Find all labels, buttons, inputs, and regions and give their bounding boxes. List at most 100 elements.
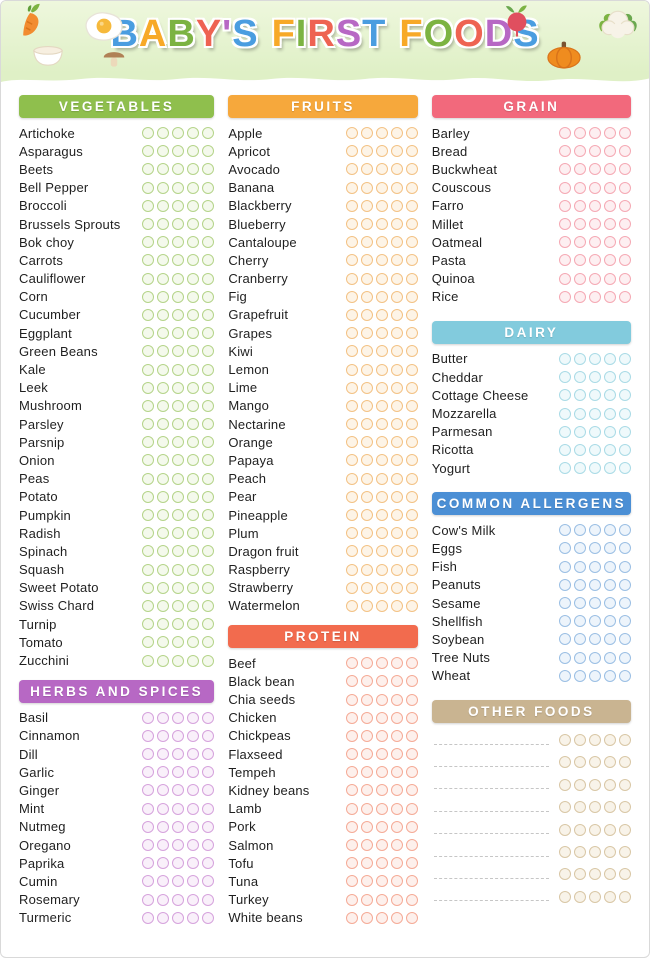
check-circle[interactable] — [574, 127, 586, 140]
check-circle[interactable] — [345, 345, 358, 358]
check-circle[interactable] — [142, 290, 155, 303]
check-circle[interactable] — [142, 436, 155, 449]
check-circle[interactable] — [559, 633, 571, 646]
check-circle[interactable] — [360, 490, 373, 503]
check-circle[interactable] — [202, 839, 215, 852]
check-circle[interactable] — [157, 308, 170, 321]
check-circle[interactable] — [360, 675, 373, 688]
check-circle[interactable] — [187, 509, 200, 522]
check-circle[interactable] — [142, 199, 155, 212]
check-circle[interactable] — [574, 254, 586, 267]
check-circle[interactable] — [172, 290, 185, 303]
check-circle[interactable] — [172, 711, 185, 724]
check-circle[interactable] — [157, 181, 170, 194]
check-circle[interactable] — [375, 839, 388, 852]
check-circle[interactable] — [405, 418, 418, 431]
check-circle[interactable] — [187, 127, 200, 140]
check-circle[interactable] — [559, 651, 571, 664]
check-circle[interactable] — [375, 199, 388, 212]
check-circle[interactable] — [405, 545, 418, 558]
check-circle[interactable] — [172, 145, 185, 158]
check-circle[interactable] — [172, 911, 185, 924]
check-circle[interactable] — [157, 327, 170, 340]
check-circle[interactable] — [202, 236, 215, 249]
check-circle[interactable] — [172, 839, 185, 852]
check-circle[interactable] — [157, 254, 170, 267]
check-circle[interactable] — [142, 418, 155, 431]
check-circle[interactable] — [157, 272, 170, 285]
check-circle[interactable] — [187, 893, 200, 906]
check-circle[interactable] — [142, 163, 155, 176]
check-circle[interactable] — [559, 254, 571, 267]
check-circle[interactable] — [390, 527, 403, 540]
check-circle[interactable] — [142, 454, 155, 467]
check-circle[interactable] — [574, 462, 586, 475]
check-circle[interactable] — [142, 748, 155, 761]
check-circle[interactable] — [405, 875, 418, 888]
check-circle[interactable] — [390, 711, 403, 724]
check-circle[interactable] — [559, 801, 571, 814]
check-circle[interactable] — [405, 218, 418, 231]
check-circle[interactable] — [619, 462, 631, 475]
check-circle[interactable] — [390, 454, 403, 467]
check-circle[interactable] — [559, 218, 571, 231]
check-circle[interactable] — [559, 615, 571, 628]
check-circle[interactable] — [142, 893, 155, 906]
check-circle[interactable] — [405, 527, 418, 540]
write-in-line[interactable] — [433, 777, 549, 790]
check-circle[interactable] — [157, 911, 170, 924]
check-circle[interactable] — [187, 802, 200, 815]
check-circle[interactable] — [142, 472, 155, 485]
check-circle[interactable] — [345, 563, 358, 576]
check-circle[interactable] — [360, 545, 373, 558]
check-circle[interactable] — [405, 163, 418, 176]
check-circle[interactable] — [559, 371, 571, 384]
check-circle[interactable] — [405, 911, 418, 924]
check-circle[interactable] — [619, 145, 631, 158]
check-circle[interactable] — [375, 236, 388, 249]
check-circle[interactable] — [375, 693, 388, 706]
check-circle[interactable] — [157, 472, 170, 485]
check-circle[interactable] — [360, 911, 373, 924]
check-circle[interactable] — [559, 823, 571, 836]
check-circle[interactable] — [604, 524, 616, 537]
check-circle[interactable] — [142, 875, 155, 888]
check-circle[interactable] — [574, 868, 586, 881]
check-circle[interactable] — [619, 597, 631, 610]
check-circle[interactable] — [172, 254, 185, 267]
check-circle[interactable] — [187, 748, 200, 761]
check-circle[interactable] — [574, 236, 586, 249]
check-circle[interactable] — [202, 290, 215, 303]
check-circle[interactable] — [405, 766, 418, 779]
check-circle[interactable] — [360, 820, 373, 833]
check-circle[interactable] — [157, 618, 170, 631]
check-circle[interactable] — [604, 778, 616, 791]
check-circle[interactable] — [345, 875, 358, 888]
check-circle[interactable] — [589, 462, 601, 475]
check-circle[interactable] — [202, 272, 215, 285]
check-circle[interactable] — [172, 163, 185, 176]
check-circle[interactable] — [559, 352, 571, 365]
check-circle[interactable] — [375, 163, 388, 176]
check-circle[interactable] — [187, 654, 200, 667]
check-circle[interactable] — [619, 615, 631, 628]
check-circle[interactable] — [345, 127, 358, 140]
check-circle[interactable] — [589, 236, 601, 249]
check-circle[interactable] — [142, 236, 155, 249]
check-circle[interactable] — [619, 218, 631, 231]
check-circle[interactable] — [360, 454, 373, 467]
check-circle[interactable] — [405, 181, 418, 194]
write-in-line[interactable] — [433, 800, 549, 812]
check-circle[interactable] — [405, 454, 418, 467]
check-circle[interactable] — [172, 345, 185, 358]
check-circle[interactable] — [589, 542, 601, 555]
check-circle[interactable] — [172, 766, 185, 779]
check-circle[interactable] — [589, 163, 601, 176]
check-circle[interactable] — [202, 399, 215, 412]
check-circle[interactable] — [142, 272, 155, 285]
check-circle[interactable] — [574, 542, 586, 555]
check-circle[interactable] — [619, 443, 631, 456]
check-circle[interactable] — [559, 542, 571, 555]
check-circle[interactable] — [405, 290, 418, 303]
check-circle[interactable] — [390, 472, 403, 485]
